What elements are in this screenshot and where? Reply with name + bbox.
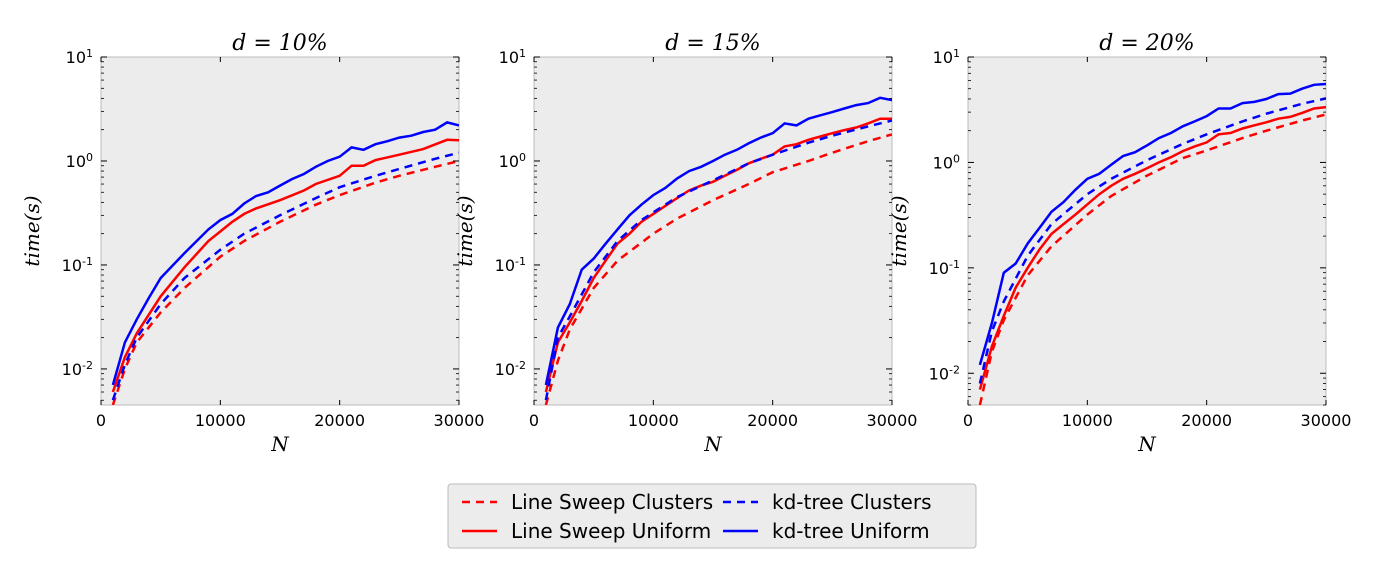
x-axis-label: N [1137, 432, 1157, 456]
x-tick-label: 10000 [1062, 411, 1113, 430]
y-axis-label: time(s) [20, 195, 44, 266]
y-axis-label: time(s) [887, 195, 911, 266]
subplot-1: 0 10000 20000 30000 10-2 10-1 100 101 d = 10% Nti… [20, 31, 484, 456]
x-tick-label: 20000 [314, 411, 365, 430]
y-tick-label: 101 [499, 47, 526, 68]
legend-label: Line Sweep Clusters [511, 490, 713, 514]
x-tick-label: 20000 [1181, 411, 1232, 430]
legend: Line Sweep Clusters kd-tree Clusters Line … [447, 483, 977, 549]
y-tick-label: 101 [66, 47, 93, 68]
series-line-line-sweep-clusters [111, 159, 459, 405]
series-line-kd-tree-clusters [978, 97, 1326, 384]
y-tick-label: 10-2 [495, 358, 526, 379]
legend-label: Line Sweep Uniform [511, 519, 711, 543]
chart-title: d = 10% [232, 31, 327, 56]
y-tick-label: 10-1 [929, 257, 960, 278]
series-line-kd-tree-uniform [544, 96, 892, 386]
legend-label: kd-tree Clusters [772, 490, 932, 514]
subplot-2: 0 10000 20000 30000 10-2 10-1 100 101 d = 15% Nti… [453, 31, 917, 456]
x-tick-label: 0 [529, 411, 539, 430]
legend-box [447, 483, 977, 549]
series-line-line-sweep-uniform [111, 138, 459, 393]
y-tick-label: 100 [66, 150, 93, 171]
plot-area [533, 56, 893, 406]
legend-label: kd-tree Uniform [772, 519, 930, 543]
x-tick-label: 30000 [1301, 411, 1352, 430]
x-axis-label: N [703, 432, 723, 456]
x-tick-label: 0 [96, 411, 106, 430]
x-tick-label: 20000 [747, 411, 798, 430]
series-line-line-sweep-clusters [544, 133, 892, 405]
y-tick-label: 100 [499, 150, 526, 171]
y-axis-label: time(s) [453, 195, 477, 266]
series-line-kd-tree-uniform [978, 82, 1326, 366]
series-line-kd-tree-clusters [111, 151, 459, 401]
plot-area [967, 56, 1327, 406]
series-line-line-sweep-uniform [978, 105, 1326, 390]
y-tick-label: 101 [933, 47, 960, 68]
x-tick-label: 0 [963, 411, 973, 430]
y-tick-label: 100 [933, 152, 960, 173]
y-tick-label: 10-2 [62, 358, 93, 379]
y-tick-label: 10-1 [495, 254, 526, 275]
plot-area [100, 56, 460, 406]
x-tick-label: 10000 [628, 411, 679, 430]
x-axis-label: N [270, 432, 290, 456]
series-line-kd-tree-uniform [111, 121, 459, 386]
chart-title: d = 20% [1099, 31, 1194, 56]
y-tick-label: 10-2 [929, 363, 960, 384]
x-tick-label: 10000 [195, 411, 246, 430]
subplot-3: 0 10000 20000 30000 10-2 10-1 100 101 d = 20% Nti… [887, 31, 1351, 456]
y-tick-label: 10-1 [62, 254, 93, 275]
x-tick-label: 30000 [434, 411, 485, 430]
series-line-kd-tree-clusters [544, 119, 892, 401]
x-tick-label: 30000 [867, 411, 918, 430]
chart-title: d = 15% [665, 31, 760, 56]
